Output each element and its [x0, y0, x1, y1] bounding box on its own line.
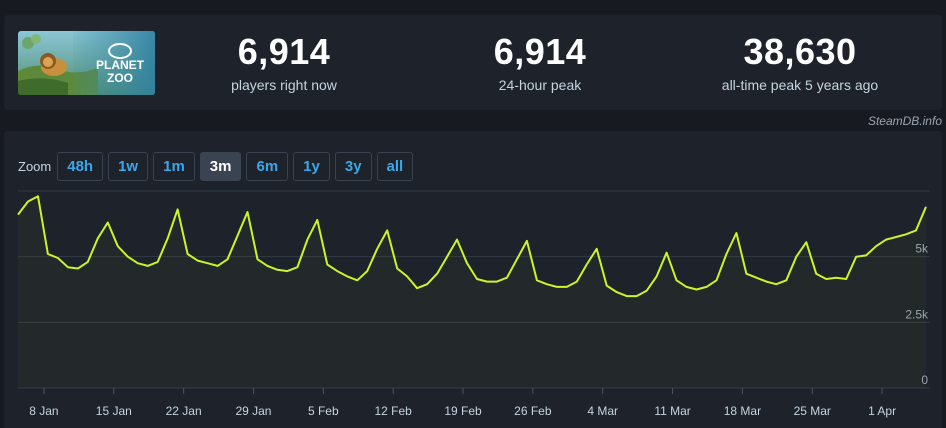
game-thumbnail[interactable]: PLANET ZOO	[18, 31, 155, 95]
series-line	[17, 195, 927, 298]
zoom-button-48h[interactable]: 48h	[57, 151, 104, 181]
zoom-button-1w[interactable]: 1w	[108, 151, 149, 181]
x-tick-label: 12 Feb	[374, 404, 412, 418]
stat-value: 6,914	[493, 31, 587, 72]
zoom-button-3m[interactable]: 3m	[199, 151, 242, 181]
series-area	[18, 196, 926, 388]
x-tick-label: 25 Mar	[794, 404, 831, 418]
steamdb-credit-link[interactable]: SteamDB.info	[867, 114, 942, 128]
stat-24h-peak: 6,914 24-hour peak	[430, 31, 650, 94]
stat-label: 24-hour peak	[498, 77, 582, 93]
x-tick-label: 29 Jan	[235, 404, 271, 418]
x-tick-label: 1 Apr	[868, 404, 896, 418]
zoom-button-1m[interactable]: 1m	[153, 151, 195, 181]
x-tick-label: 22 Jan	[166, 404, 202, 418]
zoom-button-all[interactable]: all	[376, 151, 414, 181]
x-tick-label: 15 Jan	[96, 404, 132, 418]
stat-value: 38,630	[743, 31, 857, 72]
x-tick-label: 5 Feb	[308, 404, 339, 418]
logo-text-planet: PLANET	[96, 58, 145, 72]
x-tick-label: 19 Feb	[444, 404, 482, 418]
zoom-button-6m[interactable]: 6m	[246, 151, 289, 181]
logo-text-zoo: ZOO	[107, 71, 133, 85]
zoom-toolbar: Zoom 48h 1w 1m 3m 6m 1y 3y all	[18, 151, 418, 181]
y-tick-label: 2.5k	[905, 307, 929, 321]
game-logo: PLANET ZOO	[96, 43, 145, 85]
stats-panel: PLANET ZOO 6,914 players right now 6,914…	[4, 15, 942, 110]
planet-zoo-artwork: PLANET ZOO	[18, 31, 155, 95]
stat-all-time-peak: 38,630 all-time peak 5 years ago	[690, 31, 910, 94]
x-tick-label: 11 Mar	[654, 404, 690, 418]
x-tick-label: 26 Feb	[514, 404, 552, 418]
zoom-button-3y[interactable]: 3y	[334, 151, 372, 181]
y-tick-label: 0	[921, 373, 928, 387]
player-count-chart[interactable]: 0 2.5k 5k 8 Jan 15 Jan 22 Jan 29 Jan 5 Feb 12 Fe…	[4, 131, 942, 428]
zoom-button-1y[interactable]: 1y	[293, 151, 330, 181]
y-tick-label: 5k	[915, 242, 929, 256]
stat-label: all-time peak 5 years ago	[721, 77, 879, 93]
stat-label: players right now	[231, 77, 337, 93]
chart-panel: Zoom 48h 1w 1m 3m 6m 1y 3y all 0 2.5k 5k 8 Jan 15 J…	[4, 131, 942, 428]
x-tick-label: 8 Jan	[29, 404, 58, 418]
x-tick-label: 18 Mar	[724, 404, 761, 418]
zoom-label: Zoom	[18, 158, 52, 174]
stat-value: 6,914	[237, 31, 331, 72]
x-tick-label: 4 Mar	[587, 404, 618, 418]
stat-players-now: 6,914 players right now	[174, 31, 394, 94]
